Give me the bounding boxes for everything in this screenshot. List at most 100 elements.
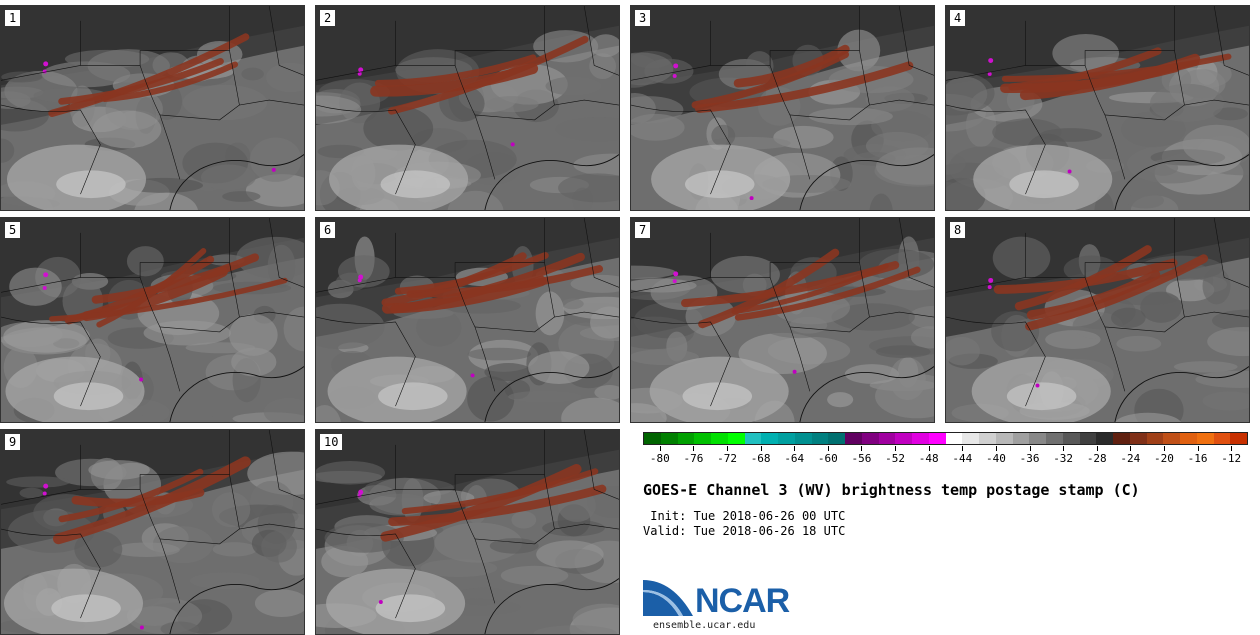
colorbar-tick [1029,446,1031,451]
colorbar-tick-label: -56 [851,452,872,465]
colorbar-swatch [1062,433,1080,444]
colorbar-swatch [928,433,946,444]
colorbar-swatch [660,433,678,444]
colorbar-swatch [861,433,879,444]
wv-imagery [316,6,619,210]
ncar-swoosh-icon [643,580,693,616]
wv-imagery [631,6,934,210]
wv-imagery [946,218,1249,422]
colorbar-ticks: -80 -76 -72 -68 -64 -60 -56 -52 -48 -44 -40 -36 -32-… [643,446,1248,466]
colorbar-swatch [945,433,963,444]
panel-number-label: 9 [5,434,21,450]
colorbar-swatch [727,433,745,444]
colorbar-swatch [694,433,711,444]
colorbar-tick-label: -52 [885,452,906,465]
colorbar-tick [1130,446,1132,451]
colorbar-tick-label: -64 [784,452,805,465]
map-panel-7: 7 [630,217,935,423]
colorbar-tick [861,446,863,451]
colorbar-swatch [995,433,1013,444]
colorbar-swatch [962,433,979,444]
colorbar-tick [727,446,729,451]
colorbar-tick [827,446,829,451]
colorbar-tick [1197,446,1199,451]
colorbar-tick-label: -72 [717,452,737,465]
figure-title: GOES-E Channel 3 (WV) brightness temp po… [643,481,1140,499]
colorbar-swatch [1146,433,1164,444]
map-panel-4: 4 [945,5,1250,211]
panel-number-label: 4 [950,10,966,26]
init-time: Init: Tue 2018-06-26 00 UTC [643,509,846,523]
colorbar-swatch [1196,433,1214,444]
panel-number-label: 1 [5,10,21,26]
colorbar-tick [760,446,762,451]
colorbar-swatch [1213,433,1231,444]
colorbar-tick [962,446,964,451]
panel-number-label: 8 [950,222,966,238]
colorbar-tick [693,446,695,451]
colorbar-swatch [761,433,778,444]
wv-imagery [1,430,304,634]
wv-imagery [1,6,304,210]
colorbar-swatch [1079,433,1097,444]
map-panel-6: 6 [315,217,620,423]
colorbar-swatch [1046,433,1063,444]
colorbar-tick-label: -20 [1154,452,1174,465]
colorbar-swatch [979,433,996,444]
wv-imagery [631,218,934,422]
panel-number-label: 5 [5,222,21,238]
panel-number-label: 3 [635,10,651,26]
colorbar-tick-label: -40 [985,452,1006,465]
map-panel-5: 5 [0,217,305,423]
colorbar-tick [794,446,796,451]
wv-imagery [1,218,304,422]
colorbar-tick-label: -28 [1086,452,1107,465]
colorbar-swatch [677,433,695,444]
colorbar-swatch [1230,433,1247,444]
colorbar-tick [1231,446,1233,451]
map-panel-9: 9 [0,429,305,635]
colorbar-swatch [1012,433,1030,444]
colorbar-tick-label: -80 [649,452,670,465]
panel-number-label: 10 [320,434,343,450]
colorbar-swatch [1163,433,1180,444]
colorbar-swatch [811,433,829,444]
colorbar-swatch [878,433,896,444]
colorbar-tick-label: -36 [1019,452,1040,465]
colorbar-swatch [1096,433,1113,444]
colorbar-swatch [744,433,762,444]
panel-number-label: 7 [635,222,651,238]
colorbar-tick [1096,446,1098,451]
map-panel-2: 2 [315,5,620,211]
colorbar-tick-label: -76 [683,452,704,465]
colorbar-swatch [1113,433,1130,444]
colorbar-tick [1163,446,1165,451]
colorbar-tick-label: -68 [750,452,771,465]
colorbar-tick [895,446,897,451]
colorbar-tick [928,446,930,451]
colorbar-tick [995,446,997,451]
panel-number-label: 2 [320,10,336,26]
colorbar-swatch [794,433,812,444]
colorbar-swatch [1180,433,1197,444]
colorbar-swatch [1029,433,1046,444]
panel-number-label: 6 [320,222,336,238]
colorbar-swatch [845,433,862,444]
colorbar-swatch [1129,433,1147,444]
colorbar-tick-label: -24 [1120,452,1141,465]
colorbar-swatch [895,433,912,444]
colorbar-swatch [644,433,661,444]
map-panel-3: 3 [630,5,935,211]
logo-text: NCAR [695,582,790,620]
colorbar-swatch [711,433,728,444]
colorbar-tick-label: -16 [1187,452,1208,465]
colorbar-tick-label: -32 [1053,452,1074,465]
map-panel-10: 10 [315,429,620,635]
ncar-logo: NCAR ensemble.ucar.edu [643,578,803,633]
colorbar-swatch [912,433,929,444]
colorbar-tick-label: -44 [952,452,973,465]
map-panel-8: 8 [945,217,1250,423]
colorbar-tick-label: -48 [918,452,939,465]
colorbar-tick [659,446,661,451]
map-panel-1: 1 [0,5,305,211]
